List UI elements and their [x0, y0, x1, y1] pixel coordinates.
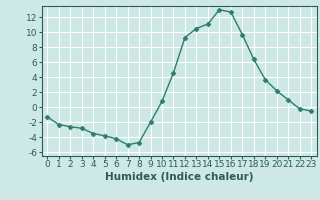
X-axis label: Humidex (Indice chaleur): Humidex (Indice chaleur): [105, 172, 253, 182]
